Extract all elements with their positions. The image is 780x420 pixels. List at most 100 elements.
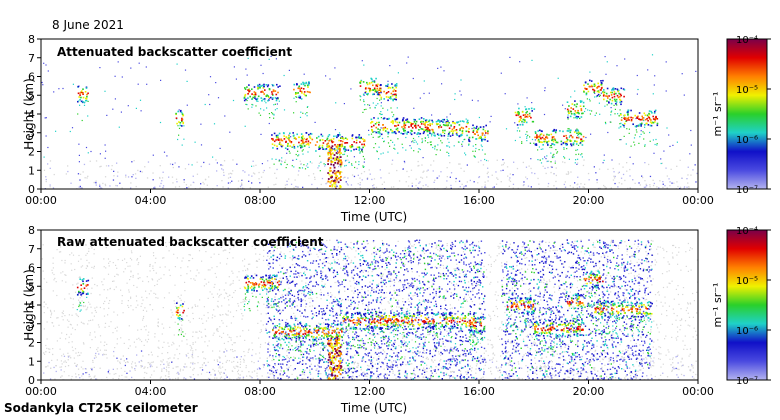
cloud-pixel bbox=[406, 131, 409, 133]
noise-pixel bbox=[311, 292, 313, 294]
backscatter-pixel bbox=[276, 369, 278, 371]
backscatter-pixel bbox=[469, 179, 471, 182]
cloud-pixel bbox=[284, 147, 287, 149]
noise-pixel bbox=[511, 342, 513, 344]
precip-pixel bbox=[331, 152, 334, 155]
backscatter-pixel bbox=[676, 355, 678, 357]
cloud-pixel bbox=[579, 100, 582, 102]
noise-pixel bbox=[619, 363, 621, 366]
noise-pixel bbox=[88, 248, 90, 250]
noise-pixel bbox=[673, 312, 675, 315]
backscatter-pixel bbox=[644, 180, 646, 182]
noise-pixel bbox=[113, 280, 115, 282]
cloud-pixel bbox=[298, 95, 301, 97]
noise-pixel bbox=[204, 358, 207, 360]
cloud-pixel bbox=[277, 97, 279, 99]
noise-pixel bbox=[569, 337, 571, 339]
cloud-pixel bbox=[649, 131, 651, 134]
backscatter-pixel bbox=[45, 178, 47, 181]
backscatter-pixel bbox=[67, 355, 69, 357]
cloud-pixel bbox=[648, 113, 651, 116]
cloud-pixel bbox=[570, 107, 572, 109]
cloud-pixel bbox=[278, 100, 280, 102]
backscatter-pixel bbox=[177, 371, 179, 374]
cloud-pixel bbox=[375, 90, 377, 92]
cloud-pixel bbox=[569, 131, 572, 134]
noise-pixel bbox=[350, 241, 352, 244]
noise-pixel bbox=[297, 343, 300, 346]
noise-pixel bbox=[610, 291, 612, 293]
backscatter-pixel bbox=[96, 378, 98, 380]
backscatter-pixel bbox=[259, 368, 261, 370]
cloud-pixel bbox=[610, 111, 612, 113]
cloud-pixel bbox=[267, 95, 269, 97]
cloud-pixel bbox=[448, 133, 450, 135]
noise-pixel bbox=[558, 314, 560, 316]
cloud-pixel bbox=[270, 96, 272, 99]
noise-pixel bbox=[51, 312, 53, 314]
precip-pixel bbox=[328, 173, 331, 176]
noise-pixel bbox=[452, 350, 454, 353]
backscatter-pixel bbox=[114, 75, 116, 77]
cloud-pixel bbox=[653, 112, 656, 114]
backscatter-pixel bbox=[458, 163, 460, 165]
noise-pixel bbox=[227, 295, 229, 298]
noise-pixel bbox=[354, 376, 357, 378]
cloud-pixel bbox=[600, 80, 602, 82]
noise-pixel bbox=[77, 282, 79, 284]
cloud-pixel bbox=[639, 123, 642, 125]
noise-pixel bbox=[394, 281, 396, 283]
cloud-pixel bbox=[655, 118, 657, 120]
noise-pixel bbox=[499, 246, 501, 248]
cloud-pixel bbox=[359, 141, 361, 143]
noise-pixel bbox=[463, 270, 466, 272]
cloud-pixel bbox=[638, 142, 640, 144]
cloud-pixel bbox=[437, 120, 439, 122]
noise-pixel bbox=[152, 361, 154, 363]
backscatter-pixel bbox=[274, 172, 276, 174]
cloud-pixel bbox=[77, 85, 80, 88]
cloud-pixel bbox=[466, 121, 468, 123]
backscatter-pixel bbox=[335, 102, 337, 104]
backscatter-pixel bbox=[311, 183, 313, 186]
noise-pixel bbox=[94, 331, 96, 333]
backscatter-pixel bbox=[618, 182, 620, 184]
cloud-pixel bbox=[258, 83, 261, 86]
cloud-pixel bbox=[570, 143, 572, 145]
backscatter-pixel bbox=[670, 168, 672, 170]
noise-pixel bbox=[157, 346, 159, 348]
cloud-pixel bbox=[540, 162, 543, 164]
cloud-pixel bbox=[487, 132, 489, 135]
cloud-pixel bbox=[651, 112, 653, 114]
cloud-pixel bbox=[373, 80, 376, 82]
backscatter-pixel bbox=[426, 356, 428, 359]
cloud-pixel bbox=[468, 128, 470, 130]
backscatter-pixel bbox=[484, 184, 486, 186]
cloud-pixel bbox=[308, 81, 310, 83]
cloud-pixel bbox=[630, 119, 633, 121]
noise-pixel bbox=[626, 254, 628, 256]
cloud-pixel bbox=[562, 130, 564, 133]
backscatter-pixel bbox=[116, 185, 118, 187]
backscatter-pixel bbox=[136, 354, 138, 356]
backscatter-pixel bbox=[260, 64, 262, 66]
noise-pixel bbox=[624, 241, 626, 243]
noise-pixel bbox=[496, 360, 498, 362]
backscatter-pixel bbox=[416, 143, 419, 145]
backscatter-pixel bbox=[555, 174, 557, 177]
backscatter-pixel bbox=[296, 186, 298, 188]
cloud-pixel bbox=[389, 96, 392, 98]
cloud-pixel bbox=[338, 134, 340, 136]
cloud-pixel bbox=[306, 138, 308, 140]
cloud-pixel bbox=[296, 133, 298, 136]
cloud-pixel bbox=[391, 130, 394, 132]
backscatter-pixel bbox=[484, 134, 486, 136]
cloud-pixel bbox=[577, 116, 580, 118]
noise-pixel bbox=[338, 253, 341, 255]
backscatter-pixel bbox=[531, 102, 533, 104]
noise-pixel bbox=[347, 299, 349, 301]
noise-pixel bbox=[168, 373, 170, 375]
noise-pixel bbox=[260, 313, 262, 315]
backscatter-pixel bbox=[149, 362, 151, 364]
